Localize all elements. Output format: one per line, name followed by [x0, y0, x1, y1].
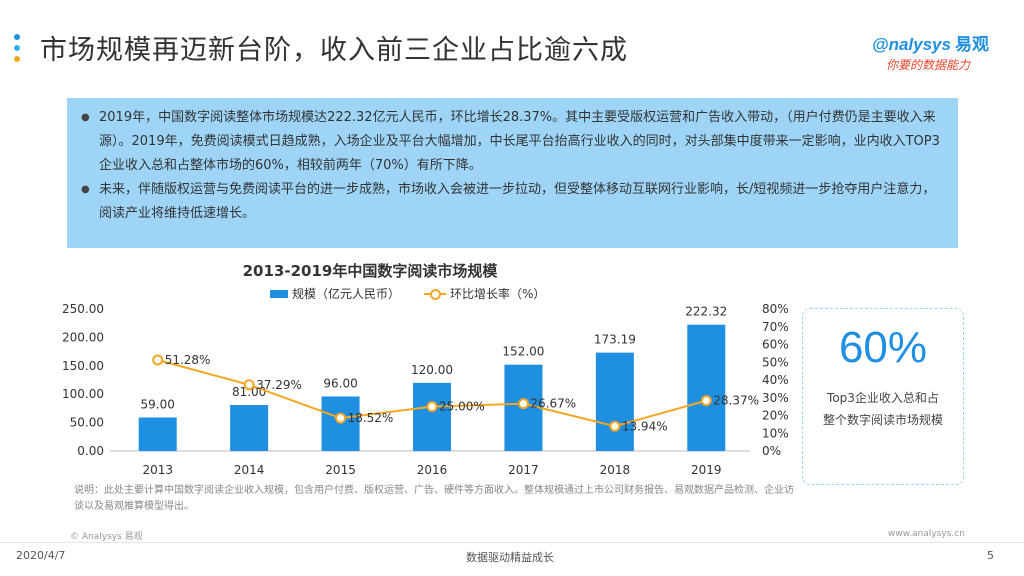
growth-value-label: 37.29% [256, 378, 302, 392]
callout-description: Top3企业收入总和占整个数字阅读市场规模 [823, 391, 944, 427]
footer-date: 2020/4/7 [16, 549, 66, 562]
y-right-tick-label: 50% [762, 355, 789, 369]
summary-box: ● 2019年，中国数字阅读整体市场规模达222.32亿元人民币，环比增长28.… [67, 98, 958, 248]
x-tick-label: 2016 [417, 463, 448, 477]
callout-value: 60% [838, 323, 928, 372]
x-tick-label: 2018 [600, 463, 631, 477]
bar-value-label: 222.32 [685, 305, 727, 319]
market-size-chart: 0.00 50.00 100.00 150.00 200.00 250.00 0% 10% 20… [62, 302, 789, 477]
footer-slogan: 数据驱动精益成长 [466, 551, 554, 564]
bar-value-label: 152.00 [502, 345, 544, 359]
summary-bullet-1: ● 2019年，中国数字阅读整体市场规模达222.32亿元人民币，环比增长28.… [81, 106, 940, 178]
logo-slogan: 你要的数据能力 [886, 58, 971, 72]
x-tick-label: 2014 [234, 463, 265, 477]
title-accent-dots [14, 34, 22, 67]
y-left-tick-label: 100.00 [62, 387, 104, 401]
chart-title: 2013-2019年中国数字阅读市场规模 [242, 262, 498, 280]
x-tick-label: 2019 [691, 463, 722, 477]
bar-2014 [230, 404, 269, 451]
growth-value-label: 13.94% [622, 419, 668, 433]
y-left-tick-label: 50.00 [70, 416, 104, 430]
growth-point-2015 [335, 412, 347, 424]
legend-line-swatch [424, 288, 447, 300]
summary-bullet-2: ● 未来，伴随版权运营与免费阅读平台的进一步成熟，市场收入会被进一步拉动，但受整… [81, 178, 940, 226]
y-left-tick-label: 150.00 [62, 359, 104, 373]
growth-point-2016 [426, 401, 438, 413]
y-right-tick-label: 20% [762, 409, 789, 423]
page-title: 市场规模再迈新台阶，收入前三企业占比逾六成 [40, 35, 628, 66]
y-right-tick-label: 0% [762, 444, 781, 458]
growth-point-2013 [152, 354, 164, 366]
y-right-tick-label: 80% [762, 302, 789, 316]
analysys-logo: @nalysys 易观 你要的数据能力 [872, 30, 1002, 72]
y-right-tick-label: 30% [762, 391, 789, 405]
legend-bar-label: 规模（亿元人民币） [292, 287, 401, 301]
footer-url[interactable]: www.analysys.cn [888, 529, 965, 539]
page-number: 5 [987, 549, 994, 562]
growth-value-label: 51.28% [165, 353, 211, 367]
logo-a-mark: @ [872, 35, 889, 54]
chart-legend: 规模（亿元人民币） 环比增长率（%） [270, 285, 545, 302]
growth-value-label: 25.00% [439, 400, 485, 414]
growth-value-label: 26.67% [530, 397, 576, 411]
y-right-tick-label: 60% [762, 338, 789, 352]
growth-point-2019 [700, 395, 712, 407]
y-right-tick-label: 70% [762, 320, 789, 334]
bar-value-label: 120.00 [411, 363, 453, 377]
growth-point-2018 [609, 420, 621, 432]
bar-2013 [138, 417, 177, 451]
summary-text-2: 未来，伴随版权运营与免费阅读平台的进一步成熟，市场收入会被进一步拉动，但受整体移… [99, 182, 936, 221]
growth-point-2014 [243, 379, 255, 391]
bar-value-label: 59.00 [141, 397, 175, 411]
legend-line-label: 环比增长率（%） [450, 287, 546, 301]
bar-2016 [413, 382, 451, 451]
growth-value-label: 18.52% [348, 411, 394, 425]
y-left-tick-label: 250.00 [62, 302, 104, 316]
top3-callout: 60% Top3企业收入总和占整个数字阅读市场规模 [802, 308, 964, 485]
growth-value-label: 28.37% [713, 394, 759, 408]
x-tick-label: 2017 [508, 463, 539, 477]
x-tick-label: 2013 [142, 463, 173, 477]
bar-2015 [321, 396, 360, 451]
y-right-tick-label: 40% [762, 373, 789, 387]
bar-value-label: 96.00 [323, 376, 357, 390]
bullet-dot: ● [81, 184, 90, 195]
logo-text: nalysys [888, 35, 951, 54]
chart-note: 说明：此处主要计算中国数字阅读企业收入规模，包含用户付费、版权运营、广告、硬件等… [74, 485, 794, 512]
footer-divider [0, 542, 1024, 543]
legend-bar-swatch [270, 289, 288, 298]
y-left-tick-label: 200.00 [62, 330, 104, 344]
bar-value-label: 173.19 [594, 333, 636, 347]
x-tick-label: 2015 [325, 463, 356, 477]
growth-point-2017 [517, 398, 529, 410]
y-right-tick-label: 10% [762, 426, 789, 440]
bar-2019 [687, 324, 726, 451]
footer-brand: © Analysys 易观 [70, 532, 143, 542]
bullet-dot: ● [81, 112, 90, 123]
summary-text-1: 2019年，中国数字阅读整体市场规模达222.32亿元人民币，环比增长28.37… [99, 110, 940, 173]
y-left-tick-label: 0.00 [77, 444, 104, 458]
logo-text-cn: 易观 [954, 35, 989, 54]
bar-2018 [595, 352, 634, 451]
